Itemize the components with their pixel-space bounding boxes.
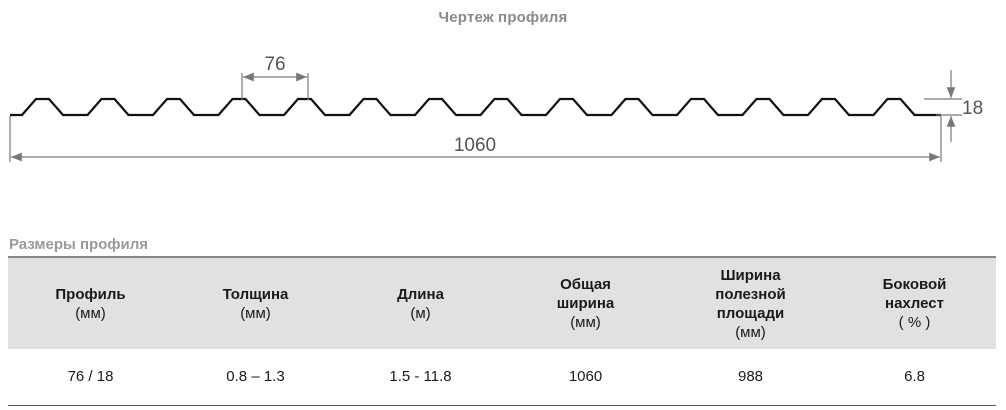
table-row: 76 / 18 0.8 – 1.3 1.5 - 11.8 1060 988 6.… (8, 349, 996, 406)
column-header-length: Длина (м) (338, 257, 503, 349)
column-unit: (м) (410, 304, 431, 322)
cell-total-width: 1060 (503, 349, 668, 406)
column-unit: (мм) (570, 314, 601, 331)
total-width-dimension: 1060 (9, 116, 942, 162)
table-header-row: Профиль (мм) Толщина (мм) Длина (м) Обща… (8, 257, 996, 349)
column-unit: (мм) (240, 304, 271, 322)
column-header-total-width: Общая ширина (мм) (503, 257, 668, 349)
profile-drawing: 76 18 1060 (9, 54, 983, 162)
column-unit: (мм) (75, 304, 106, 322)
column-header-profile: Профиль (мм) (8, 257, 173, 349)
column-title: Ширина полезной площади (715, 266, 786, 322)
column-header-thickness: Толщина (мм) (173, 257, 338, 349)
column-unit: (мм) (735, 323, 766, 341)
height-label: 18 (962, 98, 983, 119)
column-title: Длина (397, 285, 444, 303)
cell-profile: 76 / 18 (8, 349, 173, 406)
cell-side-overlap: 6.8 (833, 349, 996, 406)
total-width-label: 1060 (454, 135, 496, 156)
pitch-label: 76 (264, 54, 285, 75)
cell-thickness: 0.8 – 1.3 (173, 349, 338, 406)
column-unit: ( % ) (898, 314, 931, 331)
table-caption: Размеры профиля (9, 236, 149, 253)
height-dimension: 18 (924, 70, 983, 142)
column-header-side-overlap: Боковой нахлест ( % ) (833, 257, 996, 349)
corrugated-profile-line (10, 97, 941, 117)
column-title: Профиль (55, 285, 126, 303)
column-title: Боковой нахлест (882, 276, 947, 312)
drawing-title: Чертеж профиля (438, 9, 568, 26)
cell-useful-width: 988 (668, 349, 833, 406)
column-title: Общая ширина (556, 276, 615, 312)
pitch-dimension: 76 (241, 54, 309, 100)
column-header-useful-width: Ширина полезной площади (мм) (668, 257, 833, 349)
profile-dimensions-table: Профиль (мм) Толщина (мм) Длина (м) Обща… (8, 256, 996, 406)
column-title: Толщина (222, 285, 289, 303)
cell-length: 1.5 - 11.8 (338, 349, 503, 406)
